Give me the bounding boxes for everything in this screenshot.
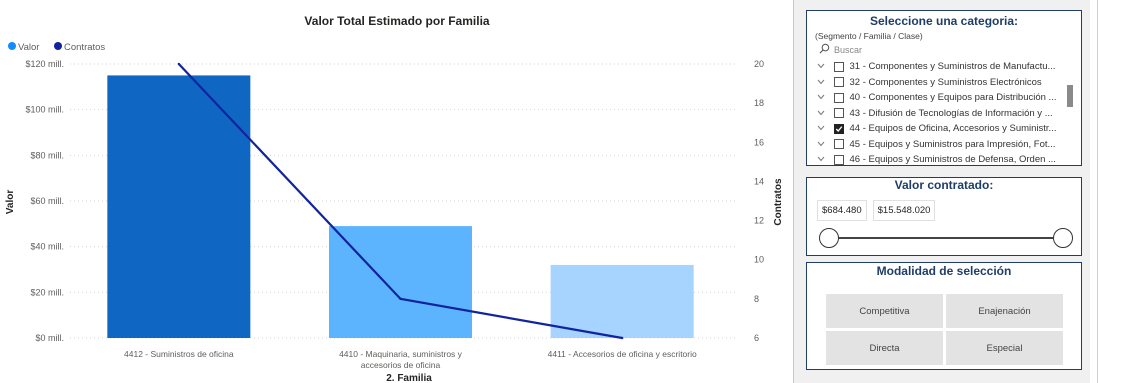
checkbox[interactable]: [834, 77, 845, 88]
bar[interactable]: [550, 264, 694, 338]
mode-slicer: Modalidad de selección Competitiva Enaje…: [806, 262, 1082, 370]
category-item-label: 40 - Componentes y Equipos para Distribu…: [849, 92, 1057, 104]
slider-track[interactable]: [829, 237, 1063, 239]
filter-pane: Seleccione una categoria: (Segmento / Fa…: [793, 0, 1090, 383]
category-slicer: Seleccione una categoria: (Segmento / Fa…: [806, 10, 1082, 166]
checkbox[interactable]: [834, 108, 845, 119]
value-slicer-title: Valor contratado:: [894, 178, 994, 192]
category-item[interactable]: 31 - Componentes y Suministros de Manufa…: [807, 59, 1069, 75]
checkbox[interactable]: [834, 139, 845, 150]
checkbox[interactable]: [834, 123, 845, 134]
legend: Valor Contratos: [8, 42, 105, 53]
slider-min-handle[interactable]: [819, 228, 839, 248]
category-item-label: 31 - Componentes y Suministros de Manufa…: [849, 61, 1056, 73]
category-slicer-title: Seleccione una categoria:: [869, 14, 1019, 28]
line-point[interactable]: [399, 297, 402, 301]
chevron-down-icon[interactable]: [817, 78, 830, 87]
y-tick-label: $100 mill.: [25, 105, 64, 115]
slider-max-handle[interactable]: [1053, 228, 1073, 248]
x-tick-label: 4412 - Suministros de oficina: [124, 349, 234, 359]
y2-tick-label: 14: [754, 176, 764, 186]
mode-button-especial[interactable]: Especial: [946, 331, 1063, 365]
category-item[interactable]: 44 - Equipos de Oficina, Accesorios y Su…: [807, 121, 1069, 137]
y2-tick-label: 20: [754, 59, 764, 69]
y2-tick-label: 6: [754, 333, 759, 343]
min-value-input[interactable]: $684.480: [817, 200, 867, 221]
pane-divider: [1097, 0, 1098, 383]
check-icon: [836, 125, 843, 132]
y2-tick-label: 10: [754, 255, 764, 265]
mode-button-enajenacion[interactable]: Enajenación: [946, 294, 1063, 328]
category-item[interactable]: 45 - Equipos y Suministros para Impresió…: [807, 137, 1069, 153]
y2-tick-label: 12: [754, 216, 764, 226]
y-tick-label: $80 mill.: [30, 150, 64, 160]
mode-slicer-title: Modalidad de selección: [876, 264, 1012, 278]
y-tick-label: $120 mill.: [25, 59, 64, 69]
category-item-label: 43 - Difusión de Tecnologías de Informac…: [849, 107, 1053, 119]
line-point[interactable]: [620, 336, 624, 340]
mode-button-directa[interactable]: Directa: [826, 331, 943, 365]
bar[interactable]: [107, 75, 251, 339]
chevron-down-icon[interactable]: [817, 93, 830, 102]
value-slicer: Valor contratado: $684.480 $15.548.020: [806, 177, 1082, 256]
y-tick-label: $0 mill.: [35, 333, 64, 343]
bar[interactable]: [329, 226, 472, 338]
category-slicer-subtitle: (Segmento / Familia / Clase): [815, 31, 923, 41]
category-item-label: 44 - Equipos de Oficina, Accesorios y Su…: [849, 123, 1057, 135]
y2-tick-label: 8: [754, 294, 759, 304]
chevron-down-icon[interactable]: [817, 62, 830, 71]
x-tick-label: 4411 - Accesorios de oficina y escritori…: [548, 349, 697, 359]
legend-label: Contratos: [64, 42, 105, 53]
legend-label: Valor: [18, 42, 39, 53]
category-item-label: 45 - Equipos y Suministros para Impresió…: [849, 138, 1056, 150]
category-scrollbar[interactable]: [1067, 85, 1073, 107]
combo-chart: Valor Total Estimado por Familia Valor Co…: [5, 14, 784, 383]
y-tick-label: $20 mill.: [30, 287, 64, 297]
y-axis-title: Valor: [5, 190, 16, 215]
chart-panel: Valor Total Estimado por Familia Valor Co…: [0, 10, 785, 383]
y-tick-label: $40 mill.: [30, 242, 64, 252]
category-item[interactable]: 46 - Equipos y Suministros de Defensa, O…: [807, 152, 1069, 168]
chevron-down-icon[interactable]: [817, 140, 830, 149]
mode-button-competitiva[interactable]: Competitiva: [826, 294, 943, 328]
x-axis-title: 2. Familia: [386, 373, 432, 383]
chevron-down-icon[interactable]: [817, 109, 830, 118]
max-value-input[interactable]: $15.548.020: [872, 200, 936, 221]
legend-marker: [54, 42, 62, 50]
line-point[interactable]: [177, 62, 181, 66]
category-item-label: 46 - Equipos y Suministros de Defensa, O…: [849, 154, 1056, 166]
legend-marker: [8, 42, 16, 50]
y-tick-label: $60 mill.: [30, 196, 64, 206]
checkbox[interactable]: [834, 92, 845, 103]
category-item[interactable]: 43 - Difusión de Tecnologías de Informac…: [807, 106, 1069, 122]
category-list: 31 - Componentes y Suministros de Manufa…: [807, 59, 1069, 168]
category-item[interactable]: 32 - Componentes y Suministros Electróni…: [807, 75, 1069, 91]
y2-axis-title: Contratos: [773, 178, 784, 226]
category-item[interactable]: 40 - Componentes y Equipos para Distribu…: [807, 90, 1069, 106]
chevron-down-icon[interactable]: [817, 155, 830, 164]
category-search[interactable]: Buscar: [819, 41, 1081, 59]
checkbox[interactable]: [834, 61, 845, 72]
category-item-label: 32 - Componentes y Suministros Electróni…: [849, 76, 1042, 88]
y2-tick-label: 18: [754, 98, 764, 108]
y2-tick-label: 16: [754, 137, 764, 147]
chevron-down-icon[interactable]: [817, 124, 830, 133]
search-icon: [819, 41, 830, 59]
checkbox[interactable]: [834, 154, 845, 165]
chart-title: Valor Total Estimado por Familia: [304, 14, 489, 28]
search-input[interactable]: Buscar: [834, 45, 863, 55]
x-tick-label: 4410 - Maquinaria, suministros y accesori…: [339, 349, 463, 370]
